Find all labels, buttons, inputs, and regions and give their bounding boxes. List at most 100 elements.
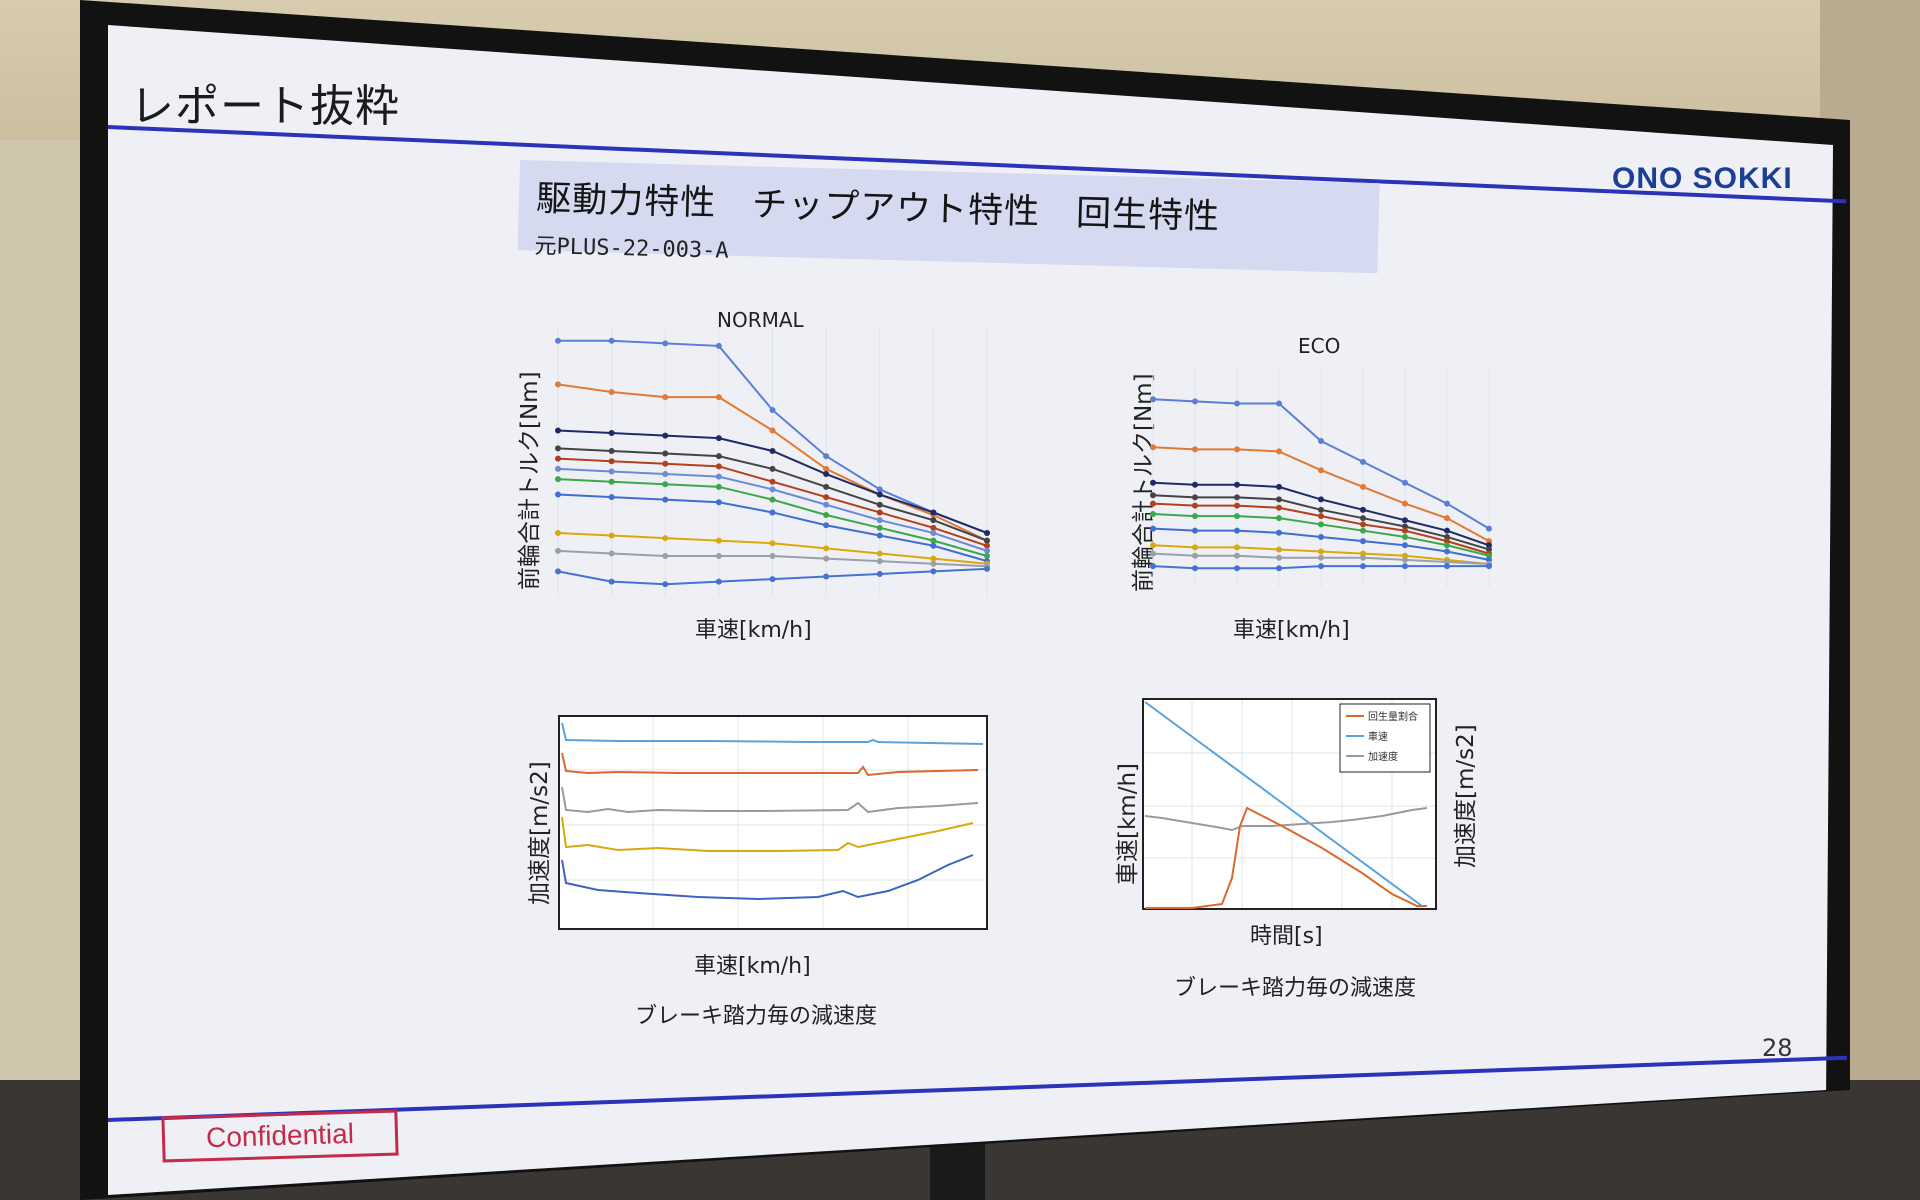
normal-series-9-point (930, 555, 937, 562)
normal-series-9-point (823, 545, 830, 552)
eco-series-7-point (1486, 556, 1492, 563)
eco-series-4-point (1318, 506, 1324, 513)
regen-legend: 回生量割合 車速 加速度 (1339, 703, 1431, 773)
eco-series-2-point (1486, 538, 1492, 545)
brake-chart-caption: ブレーキ踏力毎の減速度 (635, 1004, 878, 1029)
normal-series-4-point (823, 483, 830, 490)
eco-series-6-point (1402, 533, 1408, 540)
eco-series-3-point (1192, 481, 1198, 488)
eco-series-7-point (1318, 533, 1324, 540)
normal-series-10-point (662, 553, 669, 560)
eco-series-5-point (1276, 504, 1282, 511)
normal-series-4-point (608, 447, 615, 454)
normal-series-3-point (823, 471, 830, 478)
normal-series-7-point (555, 476, 561, 483)
legend-acceleration: 加速度 (1368, 750, 1398, 763)
eco-series-8-point (1318, 548, 1324, 555)
normal-series-1-point (608, 337, 615, 344)
eco-series-9-point (1402, 556, 1408, 563)
eco-series-4-point (1486, 546, 1492, 553)
eco-chart-title: ECO (1298, 334, 1341, 358)
brake-series-5 (561, 854, 974, 901)
eco-series-1-point (1150, 396, 1156, 403)
normal-series-7-point (608, 478, 615, 485)
eco-series-8-point (1360, 550, 1366, 557)
normal-series-6-point (662, 471, 669, 478)
normal-series-1-point (823, 453, 830, 460)
eco-series-3-point (1402, 517, 1408, 524)
legend-speed: 車速 (1368, 730, 1388, 743)
normal-series-10-point (823, 555, 830, 562)
eco-series-9-point (1318, 554, 1324, 561)
confidential-stamp: Confidential (161, 1109, 399, 1163)
eco-series-7-point (1402, 542, 1408, 549)
normal-series-8-point (555, 491, 561, 498)
eco-series-5-point (1150, 500, 1156, 507)
eco-series-10-point (1150, 563, 1156, 570)
legend-regen-ratio: 回生量割合 (1368, 710, 1418, 723)
normal-series-5-point (984, 542, 990, 549)
regen-chart-xlabel: 時間[s] (1250, 924, 1323, 949)
eco-series-2-point (1192, 446, 1198, 453)
eco-series-6-point (1234, 513, 1240, 520)
normal-series-1-point (555, 337, 561, 344)
normal-series-10-point (608, 550, 615, 557)
normal-series-5-point (769, 478, 776, 485)
normal-series-11-point (930, 568, 937, 575)
eco-series-6-point (1192, 513, 1198, 520)
normal-series-7-point (930, 537, 937, 544)
normal-series-6-point (823, 501, 830, 508)
eco-series-10-point (1318, 563, 1324, 570)
regen-chart-caption: ブレーキ踏力毎の減速度 (1174, 976, 1417, 1001)
normal-series-5-point (930, 524, 937, 531)
normal-series-11-point (555, 568, 561, 575)
eco-series-3-point (1276, 483, 1282, 490)
normal-series-10-point (930, 560, 937, 567)
normal-series-8-point (823, 522, 830, 529)
normal-series-11-point (823, 573, 830, 580)
eco-series-9-point (1444, 558, 1450, 565)
eco-series-8-point (1150, 542, 1156, 549)
eco-series-7-point (1444, 548, 1450, 555)
regen-chart-ylabel-right: 加速度[m/s2] (1453, 724, 1479, 868)
eco-series-5-point (1192, 502, 1198, 509)
normal-series-7-point (715, 483, 722, 490)
brake-chart-ylabel: 加速度[m/s2] (527, 761, 553, 905)
normal-series-2-point (662, 394, 669, 401)
eco-series-5-point (1318, 513, 1324, 520)
normal-series-3-point (930, 509, 937, 516)
normal-series-3-point (769, 447, 776, 454)
eco-series-10-point (1444, 563, 1450, 570)
normal-series-9-point (555, 529, 561, 536)
normal-series-8-point (715, 499, 722, 506)
regen-grid (1144, 700, 1435, 908)
normal-series-11-point (876, 570, 883, 577)
eco-series-1-point (1318, 438, 1324, 444)
eco-series-7-point (1360, 538, 1366, 545)
eco-series-1-point (1234, 400, 1240, 407)
eco-series-6-point (1276, 515, 1282, 522)
normal-series-7-point (984, 553, 990, 560)
normal-series-5-point (876, 509, 883, 516)
normal-series-6-point (769, 486, 776, 493)
normal-series-10-point (769, 553, 776, 560)
normal-series-4-point (555, 445, 561, 452)
eco-series-6-point (1360, 527, 1366, 534)
brake-deceleration-chart (558, 715, 988, 930)
normal-series-11-point (715, 578, 722, 585)
normal-series-2-point (555, 381, 561, 388)
eco-series-1-point (1402, 479, 1408, 486)
normal-series-2-point (608, 389, 615, 396)
eco-series-4-point (1234, 494, 1240, 501)
normal-series-1-point (769, 406, 776, 413)
normal-series-10-point (715, 553, 722, 560)
eco-series-9-point (1150, 550, 1156, 557)
eco-series-7-point (1276, 529, 1282, 536)
eco-series-8-point (1234, 544, 1240, 551)
normal-series-6-point (876, 517, 883, 524)
normal-series-11-point (769, 576, 776, 583)
eco-series-5-point (1360, 521, 1366, 528)
normal-series-7-point (823, 512, 830, 519)
normal-series-2-point (715, 394, 722, 401)
normal-series-3-point (608, 430, 615, 437)
